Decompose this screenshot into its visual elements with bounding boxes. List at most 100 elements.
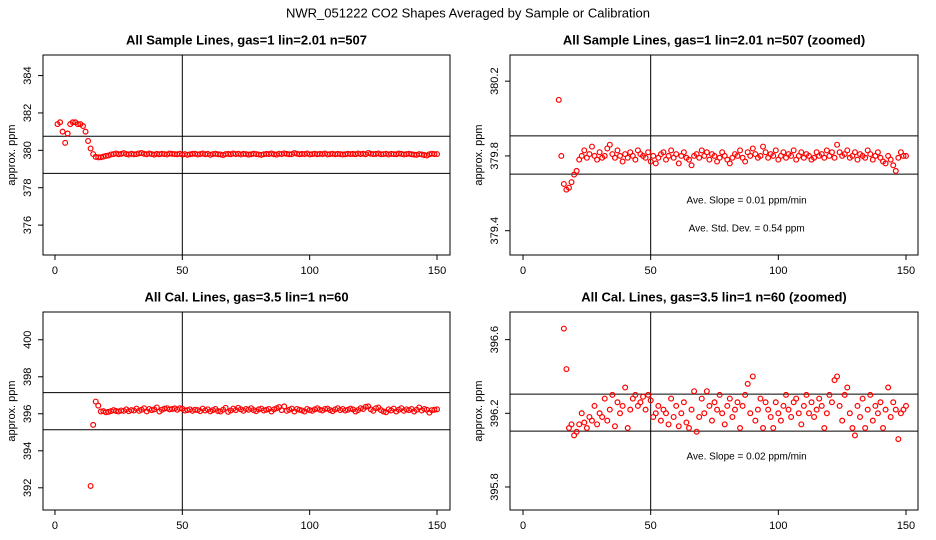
point <box>685 425 692 432</box>
annotation: Ave. Slope = 0.01 ppm/min <box>687 196 807 207</box>
point <box>614 399 621 406</box>
point <box>770 152 777 159</box>
point <box>421 405 428 412</box>
point <box>747 152 754 159</box>
point <box>846 410 853 417</box>
point <box>128 407 135 414</box>
point <box>900 152 907 159</box>
point <box>857 413 864 420</box>
point <box>831 154 838 161</box>
point <box>685 156 692 163</box>
point <box>665 421 672 428</box>
point <box>739 402 746 409</box>
point <box>588 417 595 424</box>
point <box>622 384 629 391</box>
x-tick-label: 0 <box>52 520 58 532</box>
point <box>811 154 818 161</box>
x-tick-label: 150 <box>428 265 446 277</box>
point <box>877 399 884 406</box>
point <box>85 137 92 144</box>
point <box>95 402 102 409</box>
y-tick-label: 382 <box>22 104 34 122</box>
point <box>711 152 718 159</box>
x-tick-label: 50 <box>645 520 657 532</box>
point <box>862 154 869 161</box>
point <box>617 152 624 159</box>
panel-title: All Cal. Lines, gas=3.5 lin=1 n=60 (zoom… <box>581 289 847 304</box>
point <box>854 402 861 409</box>
point <box>890 399 897 406</box>
point <box>624 154 631 161</box>
point <box>742 158 749 165</box>
point <box>703 388 710 395</box>
point <box>62 139 69 146</box>
point <box>606 406 613 413</box>
point <box>862 425 869 432</box>
point <box>632 391 639 398</box>
point <box>805 410 812 417</box>
point <box>645 391 652 398</box>
point <box>895 154 902 161</box>
y-tick-label: 394 <box>22 442 34 460</box>
point <box>74 121 81 128</box>
point <box>749 373 756 380</box>
point <box>642 154 649 161</box>
point <box>560 325 567 332</box>
point <box>867 391 874 398</box>
point <box>668 395 675 402</box>
point <box>688 406 695 413</box>
point <box>793 395 800 402</box>
point <box>660 149 667 156</box>
point <box>724 402 731 409</box>
point <box>752 417 759 424</box>
point <box>816 395 823 402</box>
x-tick-label: 0 <box>520 265 526 277</box>
point <box>565 184 572 191</box>
point <box>693 428 700 435</box>
point <box>834 141 841 148</box>
point <box>844 147 851 154</box>
point <box>696 154 703 161</box>
x-tick-label: 100 <box>300 520 318 532</box>
point <box>706 402 713 409</box>
point <box>627 406 634 413</box>
point <box>785 406 792 413</box>
point <box>839 417 846 424</box>
point <box>642 406 649 413</box>
figure-title: NWR_051222 CO2 Shapes Averaged by Sample… <box>286 5 650 20</box>
point <box>844 384 851 391</box>
point <box>762 149 769 156</box>
x-tick-label: 100 <box>300 265 318 277</box>
point <box>874 149 881 156</box>
point <box>788 152 795 159</box>
point <box>800 402 807 409</box>
point <box>895 436 902 443</box>
point <box>734 152 741 159</box>
point <box>281 403 288 410</box>
point <box>601 395 608 402</box>
y-tick-label: 378 <box>22 179 34 197</box>
point <box>790 147 797 154</box>
point <box>87 145 94 152</box>
point <box>655 402 662 409</box>
plot-box <box>42 311 451 511</box>
point <box>611 154 618 161</box>
point <box>609 391 616 398</box>
point <box>882 160 889 167</box>
point <box>650 152 657 159</box>
point <box>668 147 675 154</box>
point <box>892 167 899 174</box>
point <box>380 408 387 415</box>
point <box>431 151 438 158</box>
point <box>767 413 774 420</box>
point <box>706 156 713 163</box>
y-tick-label: 379.4 <box>489 217 501 245</box>
point <box>604 417 611 424</box>
point <box>342 407 349 414</box>
point <box>811 413 818 420</box>
point <box>821 425 828 432</box>
point <box>662 410 669 417</box>
point <box>594 421 601 428</box>
point <box>611 423 618 430</box>
x-tick-label: 50 <box>176 265 188 277</box>
